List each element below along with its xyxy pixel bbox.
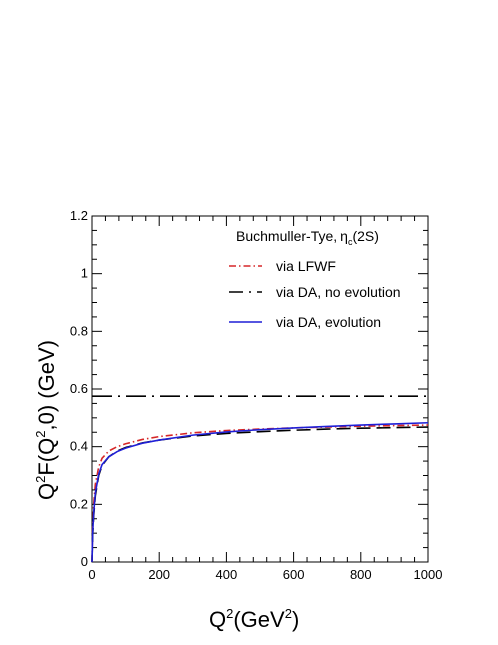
axis-ticks [91, 215, 429, 563]
series-line-3 [91, 421, 429, 563]
x-tick-label: 200 [148, 567, 170, 582]
series-line-2 [91, 426, 429, 563]
legend: Buchmuller-Tye, ηc(2S) via LFWF via DA, n… [229, 228, 401, 330]
y-tick-label: 1 [81, 266, 88, 281]
legend-label-lfwf: via LFWF [276, 258, 336, 274]
y-tick-label: 1.2 [70, 208, 88, 223]
plot-frame [91, 215, 429, 563]
x-tick-label: 800 [350, 567, 372, 582]
y-axis-title: Q2F(Q2,0) (GeV) [33, 340, 59, 500]
x-tick-label: 1000 [414, 567, 443, 582]
legend-label-da-no-evolution: via DA, no evolution [276, 284, 401, 300]
x-tick-label: 600 [283, 567, 305, 582]
legend-label-da-evolution: via DA, evolution [276, 314, 381, 330]
y-tick-label: 0.8 [70, 323, 88, 338]
legend-header: Buchmuller-Tye, ηc(2S) [236, 228, 379, 247]
x-tick-label: 0 [88, 567, 95, 582]
axis-tick-labels: 0 200 400 600 800 1000 0 0.2 0.4 0.6 0.8 1 1.2 [70, 208, 443, 582]
y-tick-label: 0 [81, 554, 88, 569]
y-tick-label: 0.2 [70, 496, 88, 511]
series-layer [91, 395, 429, 563]
y-tick-label: 0.6 [70, 381, 88, 396]
y-tick-label: 0.4 [70, 439, 88, 454]
x-tick-label: 400 [216, 567, 238, 582]
series-line-0 [91, 424, 429, 563]
x-axis-title: Q2(GeV2) [209, 606, 299, 632]
